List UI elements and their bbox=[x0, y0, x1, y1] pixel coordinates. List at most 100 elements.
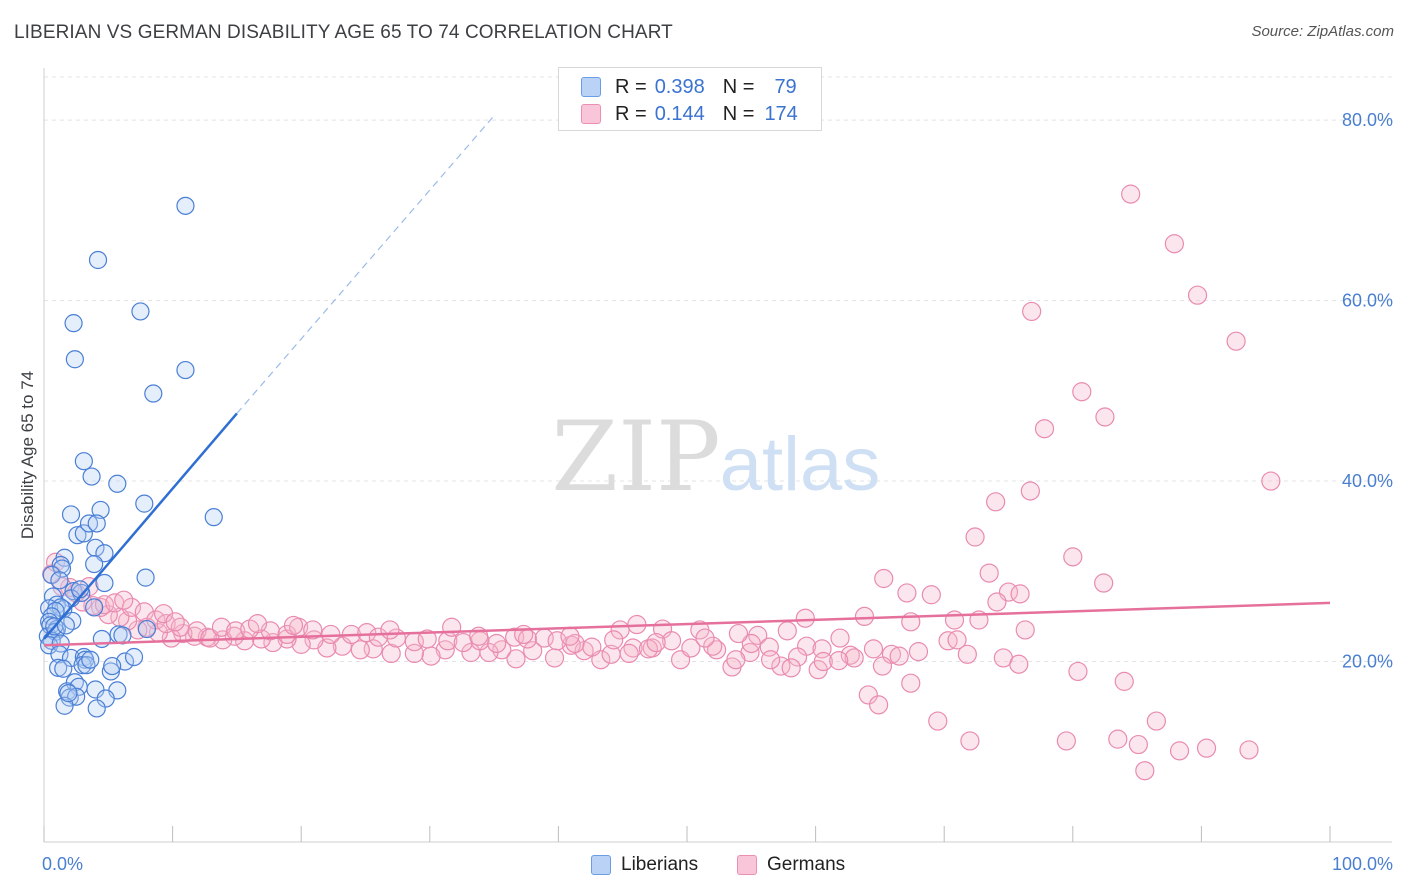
data-point bbox=[124, 647, 144, 667]
data-point bbox=[681, 638, 701, 658]
data-point bbox=[582, 637, 602, 657]
data-point bbox=[947, 630, 967, 650]
data-point bbox=[854, 606, 875, 627]
liberians-swatch bbox=[581, 77, 601, 97]
data-point bbox=[560, 626, 580, 646]
data-point bbox=[114, 590, 134, 610]
data-point bbox=[135, 494, 154, 513]
data-point bbox=[176, 360, 195, 380]
data-point bbox=[760, 650, 781, 670]
trend-lines bbox=[43, 115, 1331, 647]
liberians-legend-label: Liberians bbox=[621, 854, 699, 875]
data-point bbox=[85, 554, 104, 574]
data-point bbox=[1108, 729, 1128, 749]
data-point bbox=[91, 500, 110, 520]
y-tick-label: 80.0% bbox=[1342, 110, 1393, 130]
data-point bbox=[79, 514, 99, 533]
data-point bbox=[1034, 419, 1055, 439]
data-point bbox=[901, 673, 921, 693]
data-point bbox=[103, 656, 122, 676]
data-point bbox=[442, 617, 462, 637]
data-point bbox=[108, 474, 127, 493]
data-point bbox=[87, 699, 106, 718]
data-point bbox=[908, 642, 929, 662]
data-point bbox=[506, 649, 526, 669]
data-point bbox=[777, 621, 797, 641]
data-point bbox=[661, 631, 682, 651]
data-point bbox=[64, 314, 83, 333]
r-value: 0.398 bbox=[654, 75, 705, 98]
data-point bbox=[1072, 382, 1092, 402]
n-label: N = bbox=[722, 102, 755, 125]
data-point bbox=[1095, 407, 1115, 427]
source-label: Source: ZipAtlas.com bbox=[1251, 23, 1394, 40]
y-tick-label: 20.0% bbox=[1342, 652, 1393, 672]
data-point bbox=[872, 656, 893, 676]
data-point bbox=[523, 641, 543, 661]
data-point bbox=[960, 731, 980, 751]
y-axis-label: Disability Age 65 to 74 bbox=[18, 371, 37, 539]
legend-germans: Germans bbox=[737, 852, 845, 878]
data-point bbox=[1169, 741, 1190, 761]
data-point bbox=[85, 598, 104, 617]
axes bbox=[43, 68, 1392, 843]
data-point bbox=[247, 614, 268, 634]
liberians-legend-swatch bbox=[591, 855, 611, 875]
data-point bbox=[96, 689, 115, 708]
germans-trend-line bbox=[43, 601, 1331, 647]
n-label: N = bbox=[722, 75, 755, 98]
data-point bbox=[830, 628, 850, 648]
germans-legend-label: Germans bbox=[767, 854, 846, 875]
y-tick-label: 40.0% bbox=[1342, 471, 1393, 491]
data-point bbox=[1114, 671, 1134, 691]
data-point bbox=[921, 585, 941, 605]
chart-title: LIBERIAN VS GERMAN DISABILITY AGE 65 TO … bbox=[14, 22, 673, 43]
data-point bbox=[646, 632, 666, 653]
data-point bbox=[1121, 184, 1141, 204]
tick-labels: 20.0% 40.0% 60.0% 80.0% 0.0% 100.0% bbox=[42, 110, 1393, 874]
watermark: ZIP atlas bbox=[551, 401, 880, 513]
watermark-zip: ZIP bbox=[551, 401, 720, 513]
data-point bbox=[1261, 471, 1281, 491]
data-point bbox=[695, 628, 715, 648]
data-point bbox=[56, 616, 75, 635]
data-point bbox=[54, 659, 73, 678]
data-point bbox=[86, 538, 105, 557]
data-point bbox=[86, 680, 105, 699]
data-point bbox=[928, 711, 948, 731]
data-point bbox=[1128, 734, 1148, 755]
data-point bbox=[1015, 620, 1035, 640]
data-point bbox=[703, 636, 723, 656]
data-point bbox=[81, 650, 100, 669]
data-point bbox=[728, 623, 749, 644]
r-label: R = bbox=[615, 102, 647, 125]
data-point bbox=[544, 648, 565, 668]
data-point bbox=[844, 648, 864, 668]
data-point bbox=[726, 650, 746, 670]
data-point bbox=[813, 651, 833, 672]
data-point bbox=[944, 610, 965, 630]
data-point bbox=[137, 619, 156, 639]
data-point bbox=[283, 615, 304, 636]
data-point bbox=[1022, 301, 1042, 322]
data-point bbox=[638, 639, 659, 659]
data-point bbox=[1196, 738, 1217, 758]
data-point bbox=[986, 492, 1006, 512]
x-tick-label: 0.0% bbox=[42, 854, 83, 874]
data-point bbox=[874, 568, 894, 589]
data-point bbox=[88, 250, 108, 270]
data-point bbox=[897, 583, 917, 603]
data-point bbox=[1135, 761, 1155, 781]
legend-liberians: Liberians bbox=[591, 852, 698, 878]
y-tick-label: 60.0% bbox=[1342, 291, 1393, 311]
data-point bbox=[165, 612, 185, 632]
data-point bbox=[136, 568, 155, 587]
watermark-atlas: atlas bbox=[720, 422, 881, 507]
data-point bbox=[858, 685, 878, 705]
data-point bbox=[795, 608, 815, 628]
data-point bbox=[95, 573, 114, 593]
data-point bbox=[381, 643, 401, 664]
data-point bbox=[781, 658, 801, 678]
data-point bbox=[74, 452, 93, 471]
